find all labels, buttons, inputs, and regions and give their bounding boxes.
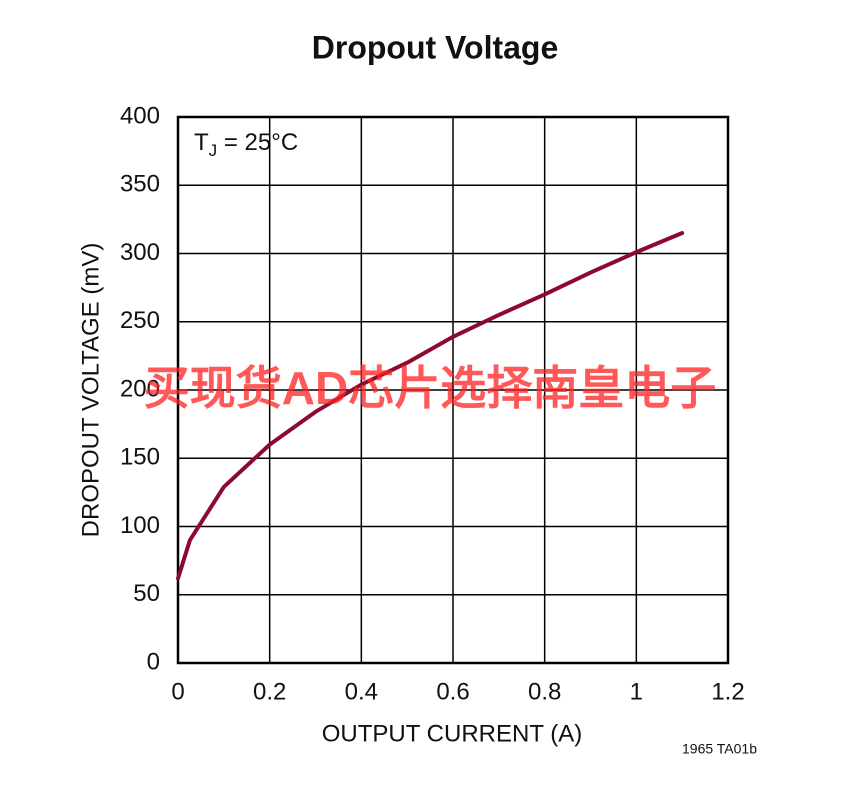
chart-title: Dropout Voltage xyxy=(312,29,559,65)
y-tick-label: 200 xyxy=(120,375,160,402)
y-tick-label: 50 xyxy=(133,580,160,607)
watermark: 买现货AD芯片选择南皇电子 xyxy=(144,362,716,414)
annotation-text: T xyxy=(194,129,209,156)
x-tick-label: 1 xyxy=(630,678,643,705)
y-tick-label: 250 xyxy=(120,307,160,334)
x-tick-label: 0 xyxy=(171,678,184,705)
y-tick-label: 400 xyxy=(120,102,160,129)
x-tick-label: 0.4 xyxy=(345,678,378,705)
annotation: TJ = 25°C xyxy=(194,129,298,160)
x-tick-label: 1.2 xyxy=(711,678,744,705)
y-tick-label: 0 xyxy=(147,648,160,675)
x-axis-label: OUTPUT CURRENT (A) xyxy=(322,720,582,747)
y-axis-label: DROPOUT VOLTAGE (mV) xyxy=(77,243,104,538)
x-tick-label: 0.8 xyxy=(528,678,561,705)
y-tick-label: 300 xyxy=(120,239,160,266)
footnote: 1965 TA01b xyxy=(682,741,757,757)
y-tick-label: 150 xyxy=(120,444,160,471)
data-line xyxy=(176,231,685,581)
plot-frame xyxy=(176,115,730,665)
y-tick-label: 350 xyxy=(120,171,160,198)
x-tick-label: 0.2 xyxy=(253,678,286,705)
annotation-subscript: J xyxy=(209,141,218,160)
annotation-suffix: = 25°C xyxy=(217,129,298,156)
y-tick-label: 100 xyxy=(120,512,160,539)
x-tick-label: 0.6 xyxy=(436,678,469,705)
